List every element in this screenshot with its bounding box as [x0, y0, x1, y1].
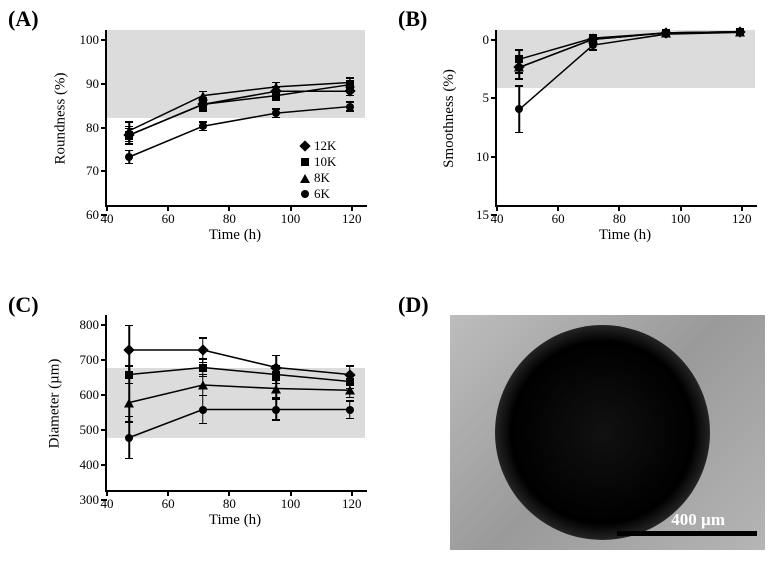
panel-label-c: (C) — [8, 292, 39, 318]
scale-bar-label: 400 µm — [671, 510, 725, 530]
data-point — [345, 386, 355, 395]
data-point — [346, 103, 354, 111]
data-point — [589, 41, 597, 49]
chart-roundness: 60708090100406080100120 Roundness (%) Ti… — [50, 20, 380, 260]
data-point — [272, 406, 280, 414]
x-axis-title: Time (h) — [209, 227, 261, 244]
data-point — [198, 91, 208, 100]
data-point — [199, 364, 207, 372]
panel-label-b: (B) — [398, 6, 427, 32]
data-point — [199, 406, 207, 414]
data-point — [662, 30, 670, 38]
data-point — [736, 28, 744, 36]
scale-bar — [617, 531, 757, 536]
data-point — [346, 378, 354, 386]
chart-diameter: 300400500600700800406080100120 Diameter … — [50, 305, 380, 545]
data-point — [345, 78, 355, 87]
data-point — [199, 122, 207, 130]
data-point — [125, 371, 133, 379]
data-point — [514, 63, 524, 72]
data-point — [515, 105, 523, 113]
x-axis-title: Time (h) — [599, 227, 651, 244]
data-point — [124, 398, 134, 407]
data-point — [271, 82, 281, 91]
spheroid — [495, 325, 710, 540]
data-point — [272, 371, 280, 379]
panel-label-d: (D) — [398, 292, 429, 318]
microscopy-image: 400 µm — [450, 315, 765, 550]
data-point — [125, 434, 133, 442]
data-point — [272, 109, 280, 117]
data-point — [124, 126, 134, 135]
chart-smoothness: 051015406080100120 Smoothness (%) Time (… — [440, 20, 770, 260]
data-point — [199, 100, 207, 108]
data-point — [271, 384, 281, 393]
data-point — [125, 153, 133, 161]
data-point — [272, 92, 280, 100]
data-point — [198, 381, 208, 390]
x-axis-title: Time (h) — [209, 512, 261, 529]
panel-label-a: (A) — [8, 6, 39, 32]
data-point — [346, 406, 354, 414]
